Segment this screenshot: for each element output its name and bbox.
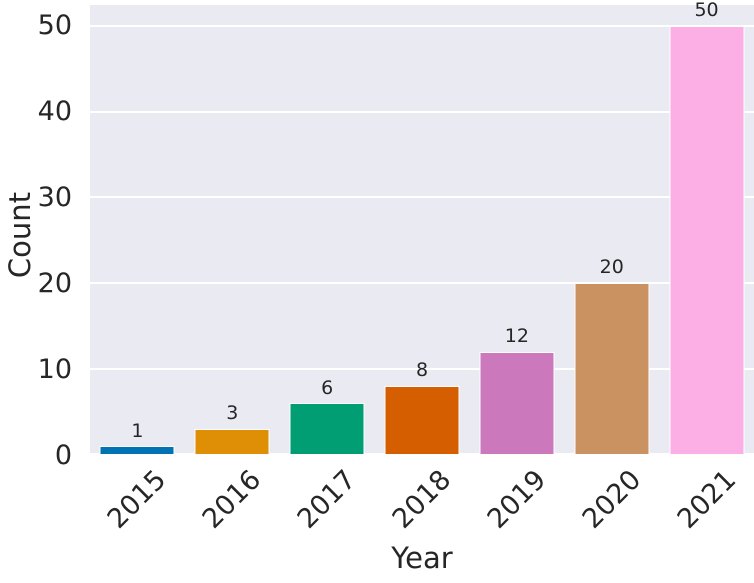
gridline-10	[90, 368, 754, 371]
bar-2020	[574, 283, 650, 455]
gridline-50	[90, 24, 754, 27]
y-tick-label-30: 30	[37, 181, 72, 213]
gridline-20	[90, 282, 754, 285]
bar-2018	[384, 386, 460, 455]
bar-2021	[669, 25, 745, 455]
plot-area: 1 3 6 8 12 20 50	[90, 0, 754, 455]
x-tick-label-2021: 2021	[671, 464, 742, 535]
bar-value-label-2017: 6	[321, 376, 334, 399]
x-tick-label-2016: 2016	[196, 464, 268, 535]
y-tick-label-40: 40	[37, 96, 72, 128]
bar-2016	[194, 429, 270, 455]
x-axis-ticks: 2015 2016 2017 2018 2019 2020 2021	[90, 455, 754, 555]
bar-value-label-2018: 8	[415, 359, 429, 382]
y-tick-label-20: 20	[37, 267, 72, 299]
x-tick-label-2019: 2019	[481, 464, 553, 535]
bar-value-label-2019: 12	[504, 325, 529, 348]
gridline-30	[90, 196, 754, 199]
bar-2015	[99, 446, 175, 455]
gridline-40	[90, 110, 754, 113]
bar-2017	[289, 403, 365, 455]
x-tick-label-2017: 2017	[291, 464, 363, 535]
x-tick-label-2018: 2018	[386, 464, 458, 535]
bar-value-label-2020: 20	[599, 256, 624, 279]
y-axis-ticks: 0 10 20 30 40 50	[0, 5, 80, 470]
x-axis-label: Year	[391, 541, 453, 575]
y-tick-label-50: 50	[37, 10, 72, 42]
y-tick-label-0: 0	[54, 439, 72, 471]
y-tick-label-10: 10	[37, 353, 72, 385]
bar-value-label-2015: 1	[131, 419, 144, 442]
x-tick-label-2020: 2020	[576, 464, 647, 535]
x-tick-label-2015: 2015	[102, 464, 173, 535]
bar-value-label-2021: 50	[694, 0, 719, 21]
bar-value-label-2016: 3	[226, 402, 239, 425]
bar-2019	[479, 351, 555, 455]
